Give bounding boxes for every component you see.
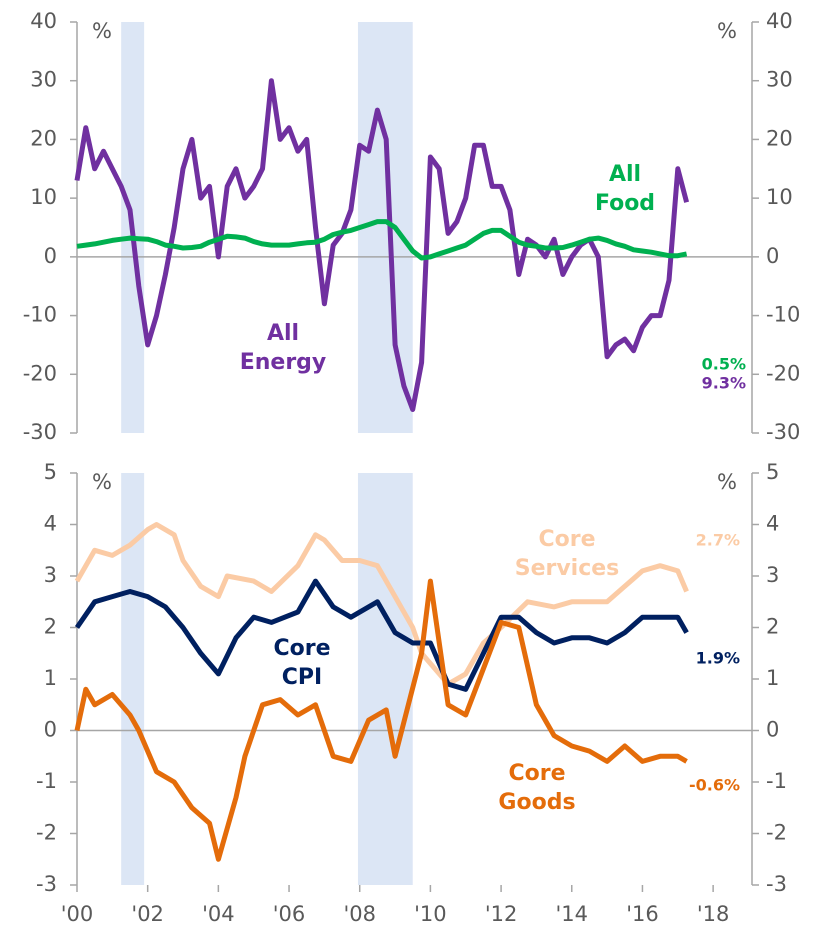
y-tick-label: 10 — [30, 185, 57, 209]
y-tick-label: -2 — [36, 821, 57, 845]
x-tick-label: '16 — [626, 902, 659, 926]
y-tick-label: 0 — [44, 718, 57, 742]
y-tick-label: -10 — [23, 303, 57, 327]
recession-band — [121, 473, 145, 885]
series-name-line: Core — [508, 761, 565, 786]
series-line — [76, 219, 688, 261]
series-line — [74, 522, 689, 687]
y2-tick-label: 40 — [766, 9, 793, 33]
y2-tick-label: -20 — [766, 361, 800, 385]
y2-tick-label: 5 — [766, 460, 779, 484]
x-tick-label: '06 — [273, 902, 306, 926]
y-tick-label: 20 — [30, 126, 57, 150]
end-value-label: 9.3% — [702, 374, 746, 393]
x-tick-label: '18 — [697, 902, 730, 926]
y-tick-label: 1 — [44, 666, 57, 690]
y2-tick-label: 1 — [766, 666, 779, 690]
series-name: All Food — [595, 162, 655, 216]
unit-label: % — [92, 470, 112, 494]
series-name-line: Food — [595, 191, 655, 216]
series-line — [74, 578, 688, 862]
end-value-label: 1.9% — [696, 649, 740, 668]
y-tick-label: 30 — [30, 68, 57, 92]
unit-label: % — [92, 19, 112, 43]
series-name-line: Energy — [240, 350, 327, 375]
y-tick-label: -1 — [36, 769, 57, 793]
x-tick-label: '00 — [61, 902, 94, 926]
x-tick-label: '10 — [414, 902, 447, 926]
series-name-line: All — [267, 321, 299, 346]
y-tick-label: 40 — [30, 9, 57, 33]
y-tick-label: -30 — [23, 420, 57, 444]
y2-tick-label: 3 — [766, 563, 779, 587]
y2-tick-label: -1 — [766, 769, 787, 793]
x-tick-label: '08 — [343, 902, 376, 926]
y-tick-label: -20 — [23, 361, 57, 385]
series-name: Core Services — [515, 527, 620, 581]
y2-tick-label: 0 — [766, 244, 779, 268]
y-tick-label: -3 — [36, 872, 57, 896]
series-name-line: Core — [273, 636, 330, 661]
series-name: Core CPI — [273, 636, 330, 690]
series-name: Core Goods — [498, 761, 575, 815]
y-tick-label: 4 — [44, 512, 57, 536]
x-tick-label: '12 — [485, 902, 518, 926]
x-tick-label: '04 — [202, 902, 235, 926]
y2-tick-label: 4 — [766, 512, 779, 536]
y2-tick-label: 0 — [766, 718, 779, 742]
unit-label: % — [717, 470, 737, 494]
recession-band — [357, 473, 413, 885]
y2-tick-label: -30 — [766, 420, 800, 444]
y2-tick-label: 30 — [766, 68, 793, 92]
x-tick-label: '02 — [131, 902, 164, 926]
series-name-line: Goods — [498, 790, 575, 815]
y-tick-label: 3 — [44, 563, 57, 587]
series-name-line: CPI — [282, 665, 322, 690]
y-tick-label: 0 — [44, 244, 57, 268]
y2-tick-label: -2 — [766, 821, 787, 845]
series-line — [74, 578, 689, 692]
end-value-label: 2.7% — [696, 531, 740, 550]
y-tick-label: 2 — [44, 615, 57, 639]
unit-label: % — [717, 19, 737, 43]
y2-tick-label: 2 — [766, 615, 779, 639]
y2-tick-label: 20 — [766, 126, 793, 150]
series-name-line: All — [609, 162, 641, 187]
y2-tick-label: -3 — [766, 872, 787, 896]
end-value-label: 0.5% — [702, 355, 746, 374]
series-name-line: Services — [515, 556, 620, 581]
y-tick-label: 5 — [44, 460, 57, 484]
y2-tick-label: 10 — [766, 185, 793, 209]
end-value-label: -0.6% — [689, 776, 740, 795]
series-name: All Energy — [240, 321, 327, 375]
x-tick-label: '14 — [556, 902, 589, 926]
y2-tick-label: -10 — [766, 303, 800, 327]
series-name-line: Core — [538, 527, 595, 552]
